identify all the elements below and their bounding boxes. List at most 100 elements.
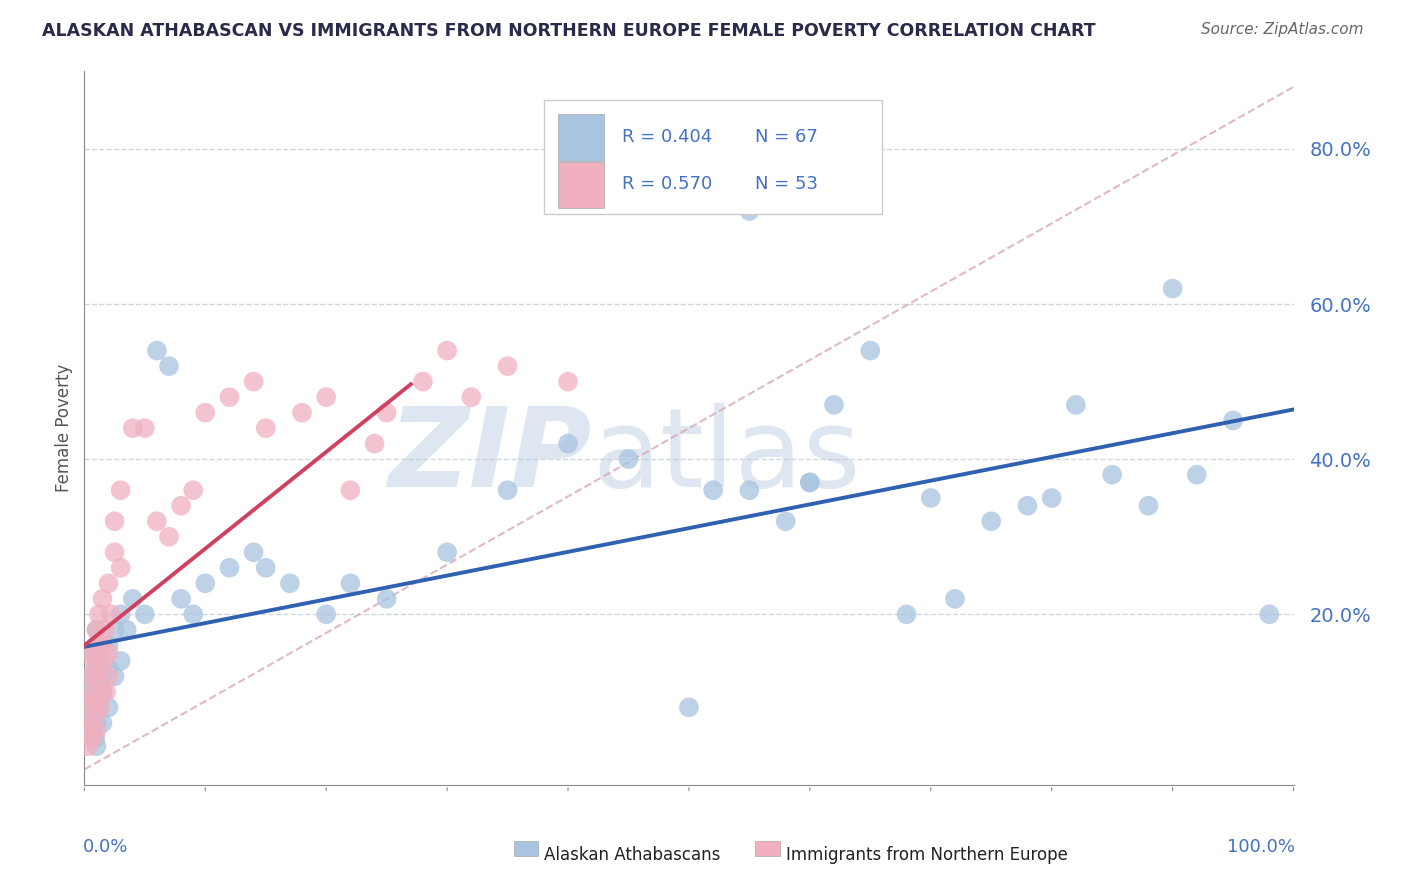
Point — [86, 692, 108, 706]
Point — [194, 406, 217, 420]
FancyBboxPatch shape — [755, 840, 780, 856]
Point — [315, 390, 337, 404]
Point — [557, 375, 579, 389]
Point — [254, 561, 277, 575]
Point — [104, 623, 127, 637]
Text: R = 0.570: R = 0.570 — [623, 175, 713, 193]
Point — [91, 685, 114, 699]
Point — [375, 591, 398, 606]
Point — [557, 436, 579, 450]
Point — [86, 669, 108, 683]
Point — [1185, 467, 1208, 482]
Point — [86, 723, 108, 738]
Point — [86, 623, 108, 637]
Point — [86, 638, 108, 652]
FancyBboxPatch shape — [544, 100, 883, 214]
Point — [146, 514, 169, 528]
Point — [84, 708, 107, 723]
Text: ALASKAN ATHABASCAN VS IMMIGRANTS FROM NORTHERN EUROPE FEMALE POVERTY CORRELATION: ALASKAN ATHABASCAN VS IMMIGRANTS FROM NO… — [42, 22, 1095, 40]
Point — [617, 452, 640, 467]
Point — [97, 638, 120, 652]
Point — [254, 421, 277, 435]
Point — [1161, 281, 1184, 295]
Text: 0.0%: 0.0% — [83, 838, 128, 856]
Point — [91, 715, 114, 730]
FancyBboxPatch shape — [513, 840, 538, 856]
Point — [1258, 607, 1281, 622]
Point — [1101, 467, 1123, 482]
Point — [82, 685, 104, 699]
Point — [80, 646, 103, 660]
Point — [94, 623, 117, 637]
Point — [80, 715, 103, 730]
FancyBboxPatch shape — [558, 162, 605, 209]
Point — [702, 483, 724, 498]
Point — [87, 662, 110, 676]
Point — [104, 514, 127, 528]
Point — [896, 607, 918, 622]
Point — [339, 576, 361, 591]
Point — [134, 607, 156, 622]
Point — [194, 576, 217, 591]
Point — [93, 654, 115, 668]
Point — [242, 545, 264, 559]
Point — [157, 530, 180, 544]
Point — [77, 739, 100, 754]
Point — [79, 700, 101, 714]
Point — [146, 343, 169, 358]
Point — [79, 669, 101, 683]
Point — [278, 576, 301, 591]
Text: R = 0.404: R = 0.404 — [623, 128, 713, 146]
Point — [83, 692, 105, 706]
Point — [86, 692, 108, 706]
Point — [170, 499, 193, 513]
Point — [83, 646, 105, 660]
Point — [1222, 413, 1244, 427]
Point — [375, 406, 398, 420]
Point — [496, 359, 519, 373]
Point — [94, 685, 117, 699]
Text: Immigrants from Northern Europe: Immigrants from Northern Europe — [786, 846, 1067, 863]
Point — [115, 623, 138, 637]
Point — [738, 483, 761, 498]
Text: Alaskan Athabascans: Alaskan Athabascans — [544, 846, 720, 863]
Point — [1040, 491, 1063, 505]
Point — [91, 638, 114, 652]
Point — [97, 646, 120, 660]
Point — [91, 685, 114, 699]
Point — [86, 623, 108, 637]
Point — [89, 700, 111, 714]
Point — [87, 607, 110, 622]
Point — [859, 343, 882, 358]
Point — [980, 514, 1002, 528]
Text: Source: ZipAtlas.com: Source: ZipAtlas.com — [1201, 22, 1364, 37]
Point — [181, 483, 204, 498]
Point — [97, 662, 120, 676]
Y-axis label: Female Poverty: Female Poverty — [55, 364, 73, 492]
Point — [121, 421, 143, 435]
Point — [218, 390, 240, 404]
Point — [97, 700, 120, 714]
Point — [91, 669, 114, 683]
Point — [799, 475, 821, 490]
Point — [110, 483, 132, 498]
Point — [799, 475, 821, 490]
Text: N = 67: N = 67 — [755, 128, 818, 146]
Point — [97, 669, 120, 683]
Point — [87, 654, 110, 668]
Point — [77, 723, 100, 738]
FancyBboxPatch shape — [558, 114, 605, 161]
Point — [110, 607, 132, 622]
Point — [79, 685, 101, 699]
Point — [82, 708, 104, 723]
Point — [84, 731, 107, 746]
Point — [79, 723, 101, 738]
Point — [86, 715, 108, 730]
Point — [920, 491, 942, 505]
Point — [738, 204, 761, 219]
Point — [170, 591, 193, 606]
Point — [82, 731, 104, 746]
Point — [181, 607, 204, 622]
Text: ZIP: ZIP — [388, 403, 592, 510]
Point — [678, 700, 700, 714]
